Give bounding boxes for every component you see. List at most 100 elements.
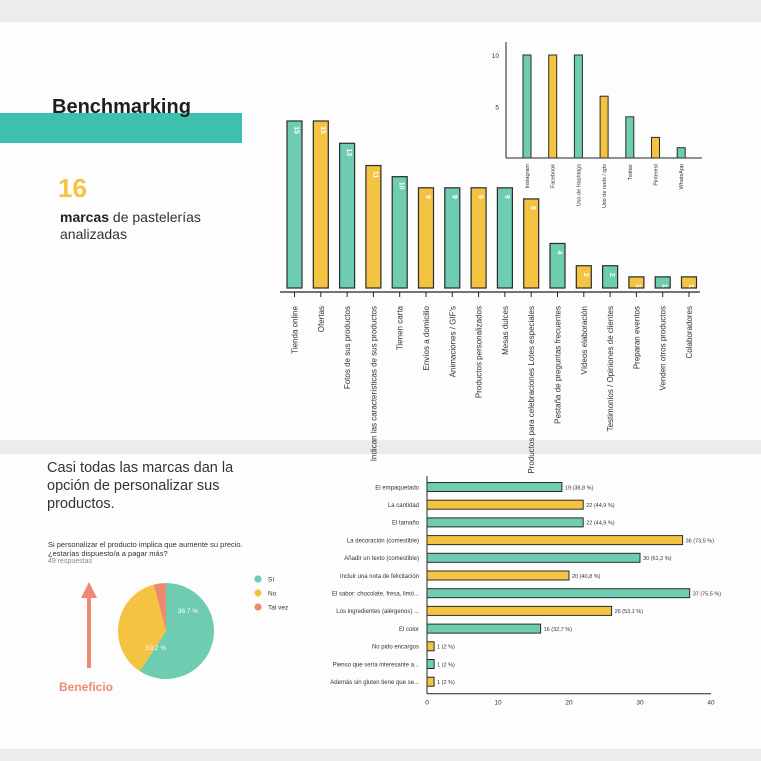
bar — [575, 265, 592, 289]
bar — [312, 120, 329, 289]
title-band — [0, 113, 242, 143]
bar-value-label: 26 (53,1 %) — [615, 609, 644, 615]
bar — [549, 242, 566, 289]
bar-value-label: 37 (75,5 %) — [693, 592, 722, 598]
pie-slice — [139, 583, 214, 679]
bar-value-label: 13 — [345, 148, 352, 156]
bar-value-label: 1 (2 %) — [437, 680, 455, 686]
brand-count-caption: marcas de pastelerías analizadas — [60, 209, 230, 243]
category-label: Colaboradores — [685, 306, 694, 358]
category-label: Animaciones / GIF's — [448, 306, 457, 377]
bar — [426, 605, 613, 616]
bar — [654, 276, 671, 289]
bar-value-label: 15 — [293, 126, 300, 134]
bar — [523, 198, 540, 289]
category-label: Twitter — [628, 164, 634, 180]
bar-value-label: 36 (73,5 %) — [686, 538, 715, 544]
benefit-label: Beneficio — [59, 680, 114, 694]
bar — [599, 95, 609, 159]
category-label: Preparan eventos — [632, 306, 641, 369]
survey-question: Si personalizar el producto implica que … — [48, 540, 278, 558]
bar-value-label: 19 (38,8 %) — [565, 485, 594, 491]
bar-value-label: 4 — [556, 251, 563, 255]
bar-value-label: 11 — [371, 171, 378, 179]
customization-bar-chart: 0 10 20 30 40 El empaquetado 19 (38,8 %) La can… — [330, 476, 721, 707]
bar — [426, 552, 641, 563]
page-title: Benchmarking — [52, 96, 191, 118]
legend-swatch — [254, 589, 262, 597]
bar-value-label: 1 — [661, 284, 668, 288]
bar — [680, 276, 698, 289]
bar-value-label: 9 — [503, 195, 510, 199]
category-label: El empaquetado — [375, 485, 419, 491]
category-label: Uso de Hashtags — [576, 164, 582, 206]
bar-value-label: 1 — [634, 284, 641, 288]
category-label: Pienso que sería interesante a... — [333, 662, 420, 668]
bar — [651, 136, 660, 159]
pie-slice-label: 36.7 % — [178, 608, 198, 615]
category-label: El color — [399, 627, 419, 633]
x-tick-label: 20 — [565, 700, 573, 707]
pie-slice — [117, 584, 166, 672]
survey-question-line2: ¿estarías dispuesto/a a pagar más? — [48, 549, 168, 558]
legend-swatch — [254, 603, 262, 611]
bar — [470, 187, 487, 289]
bar — [426, 588, 691, 599]
bar — [444, 187, 461, 289]
bar — [417, 187, 435, 289]
legend-swatch — [254, 575, 262, 583]
category-label: Añadir un texto (comestible) — [344, 556, 419, 562]
x-tick-label: 40 — [707, 700, 715, 707]
section-title: Casi todas las marcas dan la opción de p… — [47, 460, 234, 512]
bar — [522, 54, 532, 159]
category-label: Tienda online — [291, 305, 300, 353]
bar — [286, 120, 303, 289]
bar — [601, 265, 619, 289]
bar-value-label: 15 — [319, 126, 326, 134]
category-label: Pinterest — [654, 164, 660, 186]
bar-value-label: 1 (2 %) — [437, 662, 455, 668]
bottom-panel — [0, 454, 761, 749]
bar-value-label: 2 — [582, 273, 589, 277]
bar-value-label: 9 — [477, 195, 484, 199]
bar-value-label: 10 — [398, 182, 405, 190]
bar-value-label: 30 (61,2 %) — [643, 556, 672, 562]
bar — [426, 659, 435, 669]
y-tick-label: 5 — [495, 105, 499, 112]
category-label: Uso de reels / igtv — [602, 164, 608, 208]
bar — [426, 499, 584, 510]
bar-value-label: 9 — [424, 195, 431, 199]
bar — [426, 676, 435, 687]
bar-value-label: 20 (40,8 %) — [572, 574, 601, 580]
bar — [426, 517, 584, 528]
bar — [426, 570, 570, 581]
social-bar-chart: 5 10 Instagram Facebook Uso de Hashtags Uso d… — [492, 42, 702, 208]
bar-value-label: 1 (2 %) — [437, 645, 455, 651]
bar — [365, 164, 382, 289]
pie-slice — [153, 583, 166, 631]
survey-question-line1: Si personalizar el producto implica que … — [48, 540, 243, 549]
category-label: Mesas dulces — [501, 306, 510, 355]
bar — [548, 54, 558, 159]
bar-value-label: 9 — [450, 195, 457, 199]
bar-value-label: 22 (44,9 %) — [586, 521, 615, 527]
x-tick-label: 10 — [494, 700, 502, 707]
features-bar-chart: 15 Tienda online 15 Ofertas 13 Fotos de sus p… — [280, 120, 700, 474]
category-label: Fotos de sus productos — [343, 306, 352, 389]
response-count: 49 respuestas — [48, 558, 92, 565]
category-label: El tamaño — [392, 521, 420, 527]
bar — [496, 187, 513, 289]
caption-rest: de pastelerías analizadas — [60, 209, 201, 242]
brand-count: 16 — [58, 173, 87, 203]
bar — [426, 482, 563, 492]
caption-bold: marcas — [60, 209, 110, 225]
x-tick-label: 30 — [636, 700, 644, 707]
category-label: Pestaña de preguntas frecuentes — [554, 306, 563, 424]
bar — [426, 623, 542, 634]
pie-slice-label: 59.2 % — [146, 645, 166, 652]
bar-value-label: 22 (44,9 %) — [586, 503, 615, 509]
category-label: No pido encargos — [372, 645, 419, 651]
category-label: Facebook — [551, 164, 557, 188]
bar — [426, 641, 435, 652]
